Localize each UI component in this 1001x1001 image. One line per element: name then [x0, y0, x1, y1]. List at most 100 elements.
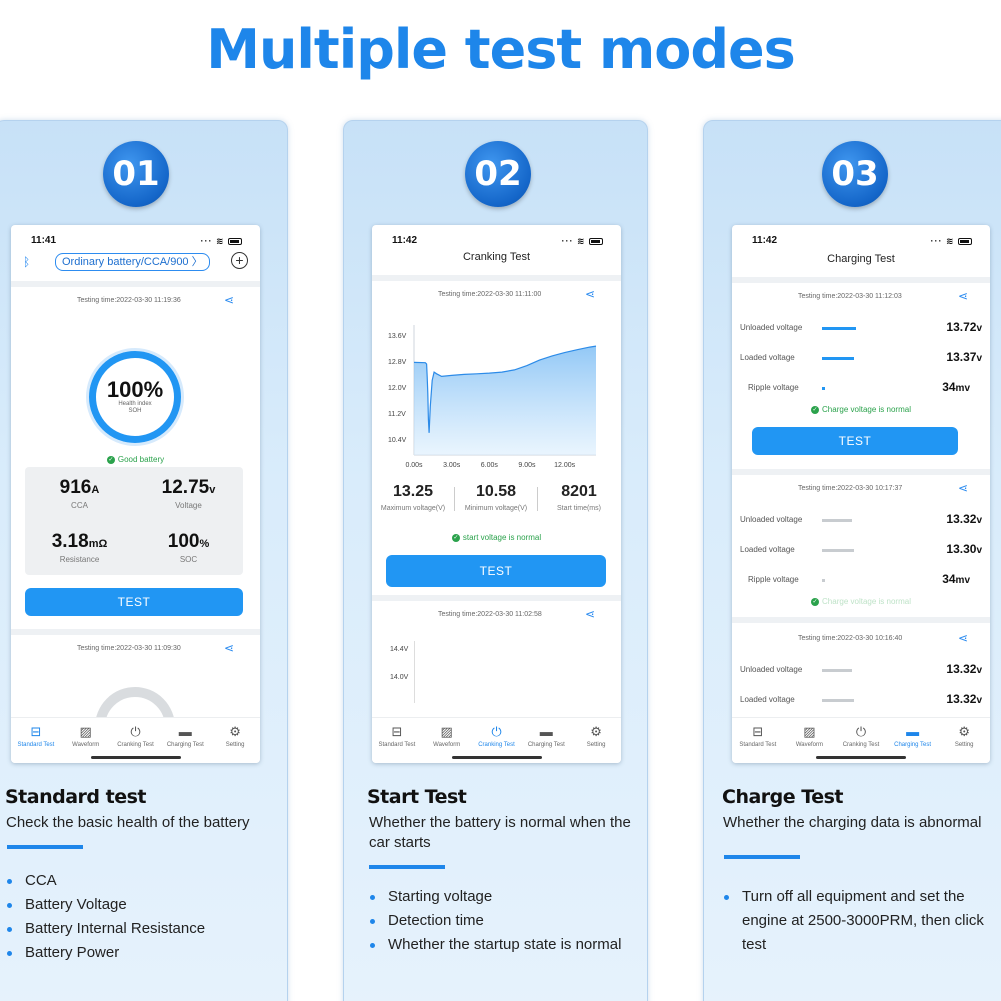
tab-waveform[interactable]: ▨ Waveform [784, 718, 836, 763]
step-badge-01: 01 [103, 141, 169, 207]
tab-standard-test[interactable]: ⊟ Standard Test [732, 718, 784, 763]
health-index-label: Health index [118, 401, 152, 407]
resistance-value: 3.18 [51, 531, 89, 552]
bluetooth-icon[interactable]: ᛒ [23, 255, 31, 269]
list-item: Starting voltage [370, 885, 646, 909]
step-badge-02: 02 [465, 141, 531, 207]
unloaded-voltage-bar [822, 327, 856, 330]
soc-unit: % [199, 538, 210, 550]
list-item: Battery Voltage [7, 893, 283, 917]
loaded-voltage-label: Loaded voltage [740, 695, 795, 704]
tab-cranking-test[interactable]: ⏻ Cranking Test [472, 718, 522, 763]
share-icon[interactable]: ⋖ [584, 607, 596, 621]
value-unit: v [976, 323, 982, 334]
unloaded-voltage-row: Unloaded voltage 13.32v [740, 662, 982, 677]
divider-bar [7, 845, 83, 849]
share-icon[interactable]: ⋖ [957, 289, 969, 303]
waveform-icon: ▨ [440, 724, 453, 739]
test-button[interactable]: TEST [25, 588, 243, 616]
value-number: 13.72 [946, 320, 977, 334]
tab-charging-test[interactable]: ▬ Charging Test [521, 718, 571, 763]
testing-time: Testing time:2022-03-30 11:09:30 [77, 645, 181, 652]
battery-icon: ⊟ [30, 724, 42, 739]
separator [732, 469, 990, 475]
panel-standard-test: 01 11:41 ··· ≋ ᛒ Ordinary battery/CCA/90… [0, 120, 288, 1001]
tab-setting[interactable]: ⚙ Setting [571, 718, 621, 763]
tab-label: Waveform [795, 742, 823, 748]
loaded-voltage-value: 13.37v [946, 350, 982, 364]
share-icon[interactable]: ⋖ [584, 287, 596, 301]
tab-standard-test[interactable]: ⊟ Standard Test [372, 718, 422, 763]
tab-bar: ⊟ Standard Test ▨ Waveform ⏻ Cranking Test … [11, 717, 260, 763]
share-icon[interactable]: ⋖ [223, 293, 235, 307]
tab-setting[interactable]: ⚙ Setting [210, 718, 260, 763]
tab-waveform[interactable]: ▨ Waveform [422, 718, 472, 763]
resistance-label: Resistance [59, 555, 100, 564]
tab-waveform[interactable]: ▨ Waveform [61, 718, 111, 763]
divider-bar [369, 865, 445, 869]
tab-label: Charging Test [894, 742, 932, 748]
y-tick-label: 12.8V [388, 359, 407, 366]
y-tick-label: 13.6V [388, 333, 407, 340]
loaded-voltage-row: Loaded voltage 13.30v [740, 542, 982, 557]
voltage-unit: v [209, 484, 216, 496]
charge-voltage-status: ✓ Charge voltage is normal [732, 597, 990, 606]
value-unit: v [976, 353, 982, 364]
battery-type-selector[interactable]: Ordinary battery/CCA/900 〉 [55, 253, 210, 271]
battery-icon [958, 238, 972, 246]
tab-setting[interactable]: ⚙ Setting [938, 718, 990, 763]
status-time: 11:42 [752, 235, 778, 246]
tab-label: Cranking Test [117, 742, 154, 748]
panel-start-test: 02 11:42 ··· ≋ Cranking Test Testing tim… [343, 120, 648, 1001]
charge-voltage-status: ✓ Charge voltage is normal [732, 405, 990, 414]
divider-bar [724, 855, 800, 859]
start-time-result: 8201 Start time(ms) [538, 483, 620, 512]
y-tick-label: 12.0V [388, 385, 407, 392]
x-tick-label: 0.00s [405, 462, 423, 469]
tab-charging-test[interactable]: ▬ Charging Test [887, 718, 939, 763]
share-icon[interactable]: ⋖ [223, 641, 235, 655]
unloaded-voltage-value: 13.72v [946, 320, 982, 334]
series-line [413, 345, 597, 433]
divider [454, 487, 455, 511]
ripple-voltage-bar [822, 387, 825, 390]
tab-charging-test[interactable]: ▬ Charging Test [160, 718, 210, 763]
status-bar: 11:42 ··· ≋ [392, 235, 603, 249]
section-title: Standard test [5, 786, 146, 808]
status-bar: 11:42 ··· ≋ [752, 235, 972, 249]
section-subtitle: Check the basic health of the battery [6, 814, 250, 831]
list-item: Whether the startup state is normal [370, 933, 646, 957]
tab-label: Charging Test [527, 742, 565, 748]
tab-label: Standard Test [378, 742, 416, 748]
tab-cranking-test[interactable]: ⏻ Cranking Test [111, 718, 161, 763]
tab-cranking-test[interactable]: ⏻ Cranking Test [835, 718, 887, 763]
test-button[interactable]: TEST [752, 427, 958, 455]
phone-standard-test: 11:41 ··· ≋ ᛒ Ordinary battery/CCA/900 〉… [11, 225, 260, 763]
separator [372, 275, 621, 281]
unloaded-voltage-value: 13.32v [946, 512, 982, 526]
feature-list: CCA Battery Voltage Battery Internal Res… [7, 869, 283, 965]
share-icon[interactable]: ⋖ [957, 631, 969, 645]
loaded-voltage-bar [822, 357, 854, 360]
gear-icon: ⚙ [590, 724, 602, 739]
ripple-voltage-bar [822, 579, 825, 582]
metric-resistance: 3.18mΩ Resistance [25, 531, 134, 564]
share-icon[interactable]: ⋖ [957, 481, 969, 495]
value-number: 13.37 [946, 350, 977, 364]
section-title: Start Test [367, 786, 467, 808]
unloaded-voltage-label: Unloaded voltage [740, 515, 803, 524]
unloaded-voltage-value: 13.32v [946, 662, 982, 676]
ripple-voltage-row: Ripple voltage 34mv [740, 572, 982, 587]
tab-standard-test[interactable]: ⊟ Standard Test [11, 718, 61, 763]
ripple-voltage-label: Ripple voltage [748, 575, 799, 584]
waveform-icon: ▨ [803, 724, 816, 739]
status-time: 11:41 [31, 235, 57, 246]
soh-value: 100% [106, 377, 164, 402]
status-icons: ··· ≋ [561, 236, 603, 247]
y-tick-label: 10.4V [388, 437, 407, 444]
tab-bar: ⊟ Standard Test ▨ Waveform ⏻ Cranking Test … [372, 717, 621, 763]
testing-time: Testing time:2022-03-30 11:11:00 [438, 291, 542, 298]
loaded-voltage-label: Loaded voltage [740, 353, 795, 362]
test-button[interactable]: TEST [386, 555, 606, 587]
add-icon[interactable]: + [231, 252, 248, 269]
